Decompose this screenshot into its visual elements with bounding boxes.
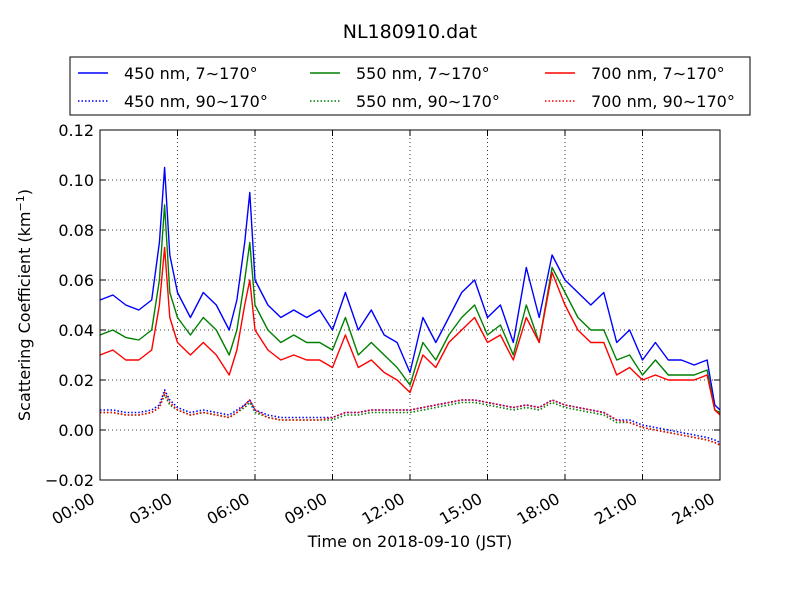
y-axis-label-sup: −1 <box>14 195 27 211</box>
y-tick-label: 0.06 <box>58 271 94 290</box>
x-tick-label: 09:00 <box>281 489 330 529</box>
x-tick-label: 15:00 <box>436 489 485 529</box>
legend: 450 nm, 7∼170° 550 nm, 7∼170° 700 nm, 7∼17… <box>69 56 751 116</box>
x-tick-label: 06:00 <box>204 489 253 529</box>
legend-label: 550 nm, 90∼170° <box>356 92 500 111</box>
y-axis-label-main: Scattering Coefficient (km <box>15 211 34 421</box>
series-layer <box>100 166 720 446</box>
y-tick-label: −0.02 <box>45 471 94 490</box>
series-line-3 <box>100 246 720 416</box>
legend-label: 550 nm, 7∼170° <box>356 64 490 83</box>
x-tick-label: 03:00 <box>126 489 175 529</box>
y-axis-label: Scattering Coefficient (km−1) <box>14 189 34 421</box>
x-tick-label: 21:00 <box>591 489 640 529</box>
x-tick-label: 18:00 <box>514 489 563 529</box>
legend-label: 450 nm, 90∼170° <box>124 92 268 111</box>
y-axis-label-end: ) <box>15 189 34 195</box>
plot-area: 00:00 03:00 06:00 09:00 12:00 15:00 18:00 21:00… <box>45 121 721 529</box>
legend-frame <box>69 56 751 116</box>
y-tick-label: 0.08 <box>58 221 94 240</box>
x-tick-label: 00:00 <box>49 489 98 529</box>
series-line-2 <box>100 204 720 414</box>
y-tick-label: 0.12 <box>58 121 94 140</box>
y-tick-label: 0.00 <box>58 421 94 440</box>
series-line-6 <box>100 391 720 446</box>
series-line-4 <box>100 389 720 444</box>
series-line-1 <box>100 166 720 411</box>
legend-label: 700 nm, 90∼170° <box>591 92 735 111</box>
legend-label: 700 nm, 7∼170° <box>591 64 725 83</box>
y-tick-label: 0.02 <box>58 371 94 390</box>
x-tick-label: 24:00 <box>669 489 718 529</box>
x-axis-label: Time on 2018-09-10 (JST) <box>307 532 512 551</box>
y-tick-label: 0.04 <box>58 321 94 340</box>
chart-title: NL180910.dat <box>343 21 478 43</box>
legend-label: 450 nm, 7∼170° <box>124 64 258 83</box>
y-tick-label: 0.10 <box>58 171 94 190</box>
grid <box>100 130 720 480</box>
x-tick-label: 12:00 <box>359 489 408 529</box>
